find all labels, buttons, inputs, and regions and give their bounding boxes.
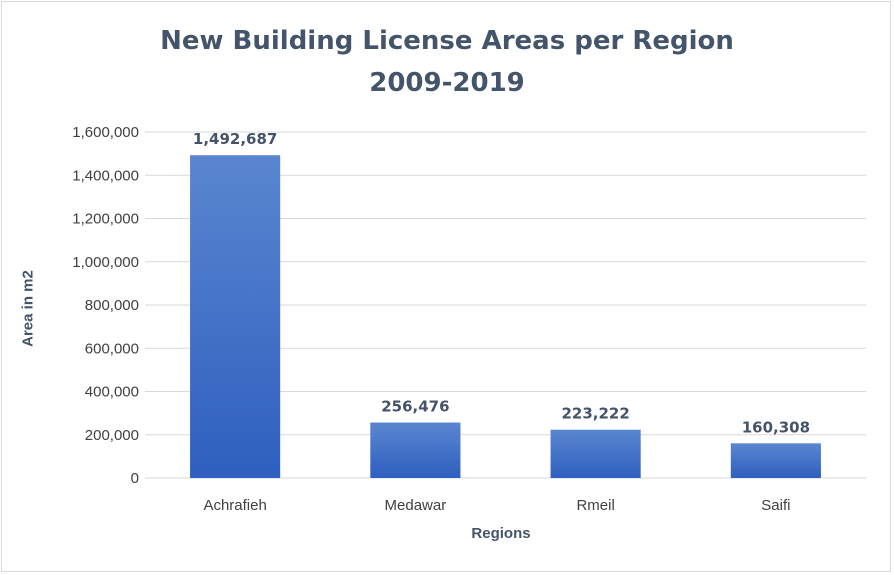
- x-axis-label: Regions: [471, 525, 531, 542]
- bar-rmeil: [550, 429, 641, 478]
- data-label: 160,308: [742, 418, 810, 436]
- data-label: 223,222: [561, 405, 629, 423]
- bar-saifi: [730, 443, 821, 478]
- y-tick-label: 800,000: [85, 297, 139, 314]
- bars: 1,492,687 256,476 223,222 160,308: [190, 130, 821, 479]
- y-tick-label: 200,000: [85, 427, 139, 444]
- x-axis-ticks: Achrafieh Medawar Rmeil Saifi: [203, 497, 790, 514]
- y-tick-label: 1,400,000: [72, 167, 139, 184]
- data-label: 1,492,687: [193, 130, 277, 148]
- x-tick-label: Medawar: [385, 497, 447, 514]
- data-label: 256,476: [381, 398, 449, 416]
- chart-subtitle: 2009-2019: [369, 68, 525, 98]
- x-tick-label: Saifi: [761, 497, 790, 514]
- y-tick-label: 600,000: [85, 340, 139, 357]
- chart-title: New Building License Areas per Region: [160, 26, 734, 56]
- y-tick-label: 400,000: [85, 384, 139, 401]
- x-tick-label: Rmeil: [576, 497, 614, 514]
- y-tick-label: 1,200,000: [72, 211, 139, 228]
- bar-achrafieh: [190, 155, 281, 479]
- y-tick-label: 1,600,000: [72, 124, 139, 141]
- y-tick-label: 1,000,000: [72, 254, 139, 271]
- y-axis-ticks: 0 200,000 400,000 600,000 800,000 1,000,000 1,…: [72, 124, 139, 487]
- y-tick-label: 0: [131, 470, 139, 487]
- x-tick-label: Achrafieh: [203, 497, 266, 514]
- bar-medawar: [370, 422, 461, 478]
